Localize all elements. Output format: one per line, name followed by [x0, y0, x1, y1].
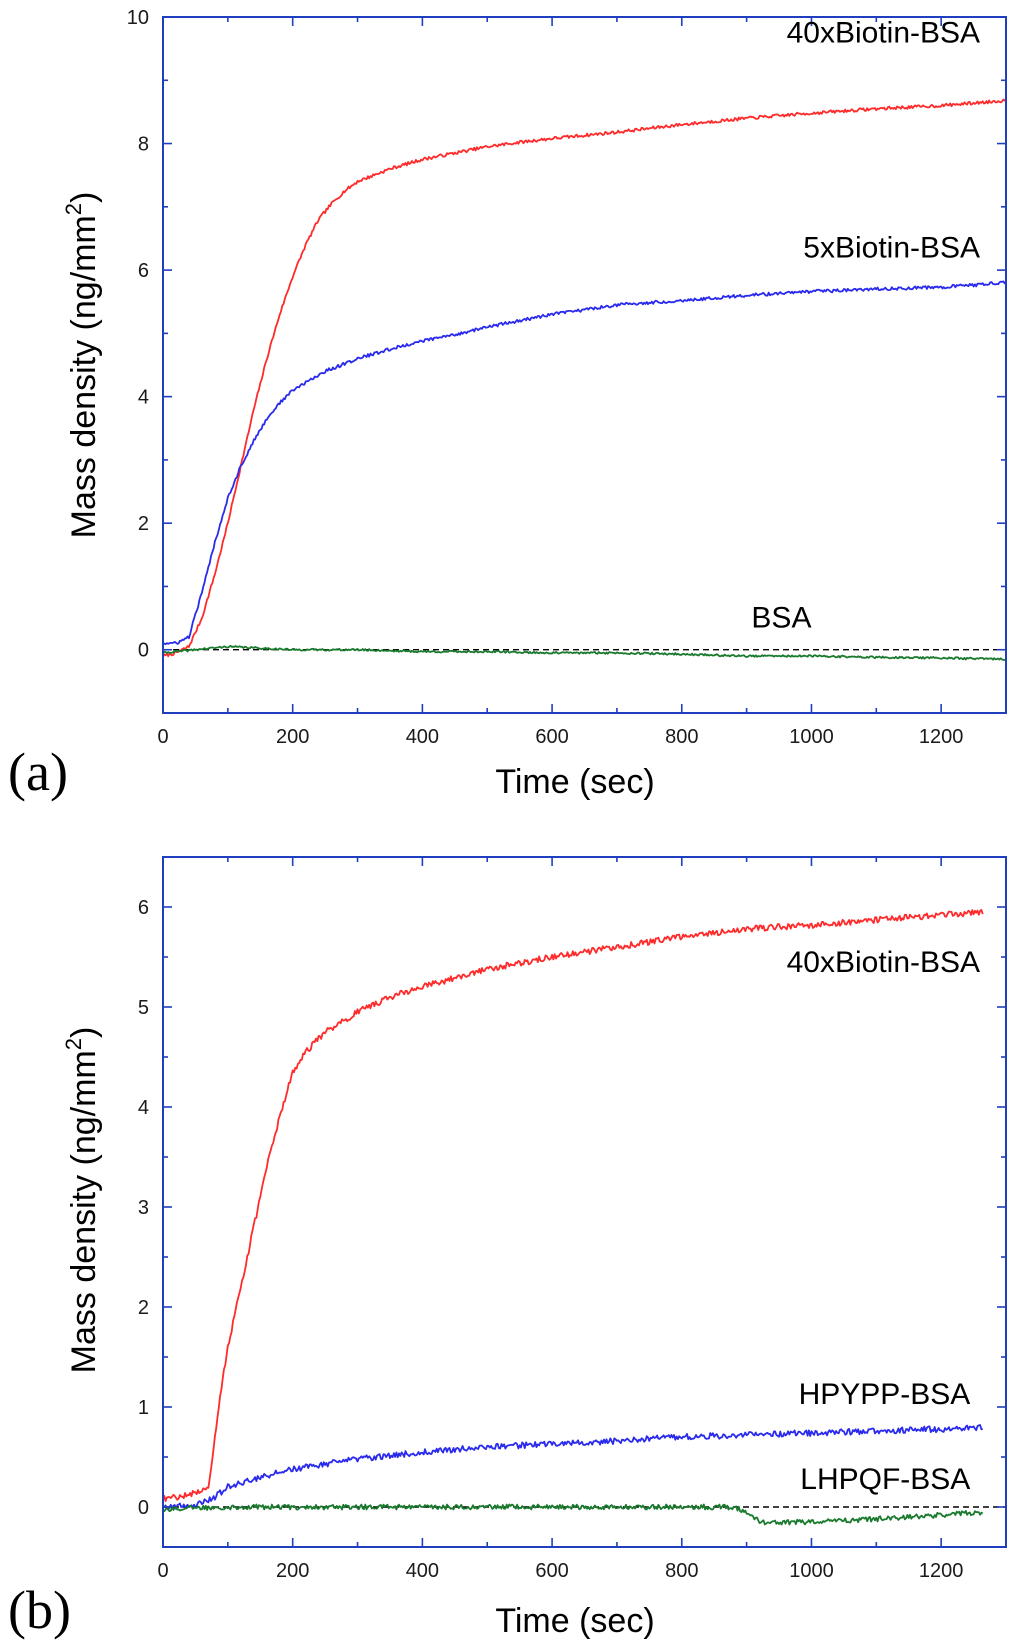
y-axis-title-main: Mass density (ng/mm [65, 215, 103, 538]
y-tick-label: 2 [138, 513, 149, 535]
x-tick-label: 600 [535, 726, 568, 748]
y-tick-label: 0 [138, 1497, 149, 1519]
y-tick-label: 6 [138, 260, 149, 282]
x-tick-label: 200 [276, 726, 309, 748]
x-tick-label: 0 [157, 726, 168, 748]
y-tick-label: 5 [138, 997, 149, 1019]
y-axis-title: Mass density (ng/mm2) [61, 1027, 103, 1374]
x-tick-label: 1200 [919, 1560, 964, 1582]
series-line-hpypp-bsa [162, 1424, 983, 1511]
y-tick-label: 0 [138, 640, 149, 662]
chart-panel-a: 0 200 400 600 800 1000 1200 0 2 4 6 8 10 40xBiotin-BS… [8, 7, 1007, 802]
x-tick-label: 1000 [789, 1560, 834, 1582]
y-tick-label: 4 [138, 387, 149, 409]
x-tick-label: 800 [665, 726, 698, 748]
x-tick-label: 600 [535, 1560, 568, 1582]
series-line-5xbiotin-bsa [162, 280, 1007, 646]
series-annotation: BSA [751, 602, 811, 635]
series-line-bsa [162, 644, 1007, 661]
series-line-lhpqf-bsa [162, 1503, 984, 1526]
y-tick-label: 1 [138, 1397, 149, 1419]
x-axis-title: Time (sec) [495, 1602, 654, 1640]
y-tick-label: 10 [127, 7, 149, 29]
y-axis-title-close: ) [65, 192, 103, 203]
panel-label: (b) [8, 1580, 71, 1640]
y-axis-title-superscript: 2 [61, 1038, 86, 1050]
series-annotation: LHPQF-BSA [800, 1463, 970, 1496]
y-axis-title-close: ) [65, 1027, 103, 1038]
y-tick-label: 8 [138, 134, 149, 156]
y-axis-title: Mass density (ng/mm2) [61, 192, 103, 539]
x-axis-title: Time (sec) [495, 763, 654, 801]
x-tick-label: 0 [157, 1560, 168, 1582]
y-axis-title-superscript: 2 [61, 203, 86, 215]
y-tick-label: 2 [138, 1297, 149, 1319]
x-tick-label: 1200 [919, 726, 964, 748]
y-tick-label: 3 [138, 1197, 149, 1219]
chart-panel-b: 0 200 400 600 800 1000 1200 0 1 2 3 4 5 6 40xBiotin-BS… [8, 856, 1007, 1640]
x-tick-label: 1000 [789, 726, 834, 748]
x-tick-label: 400 [406, 1560, 439, 1582]
series-line-40xbiotin-bsa [162, 98, 1007, 658]
x-tick-label: 800 [665, 1560, 698, 1582]
x-tick-label: 400 [406, 726, 439, 748]
series-annotation: HPYPP-BSA [799, 1378, 971, 1411]
y-tick-label: 6 [138, 897, 149, 919]
y-tick-label: 4 [138, 1097, 149, 1119]
series-annotation: 40xBiotin-BSA [787, 946, 980, 979]
series-line-40xbiotin-bsa [162, 909, 984, 1502]
series-annotation: 5xBiotin-BSA [803, 231, 980, 264]
y-axis-title-main: Mass density (ng/mm [65, 1050, 103, 1373]
plot-frame [162, 856, 1007, 1548]
x-tick-label: 200 [276, 1560, 309, 1582]
plot-frame [162, 16, 1007, 714]
series-annotation: 40xBiotin-BSA [787, 16, 980, 49]
panel-label: (a) [8, 742, 68, 802]
